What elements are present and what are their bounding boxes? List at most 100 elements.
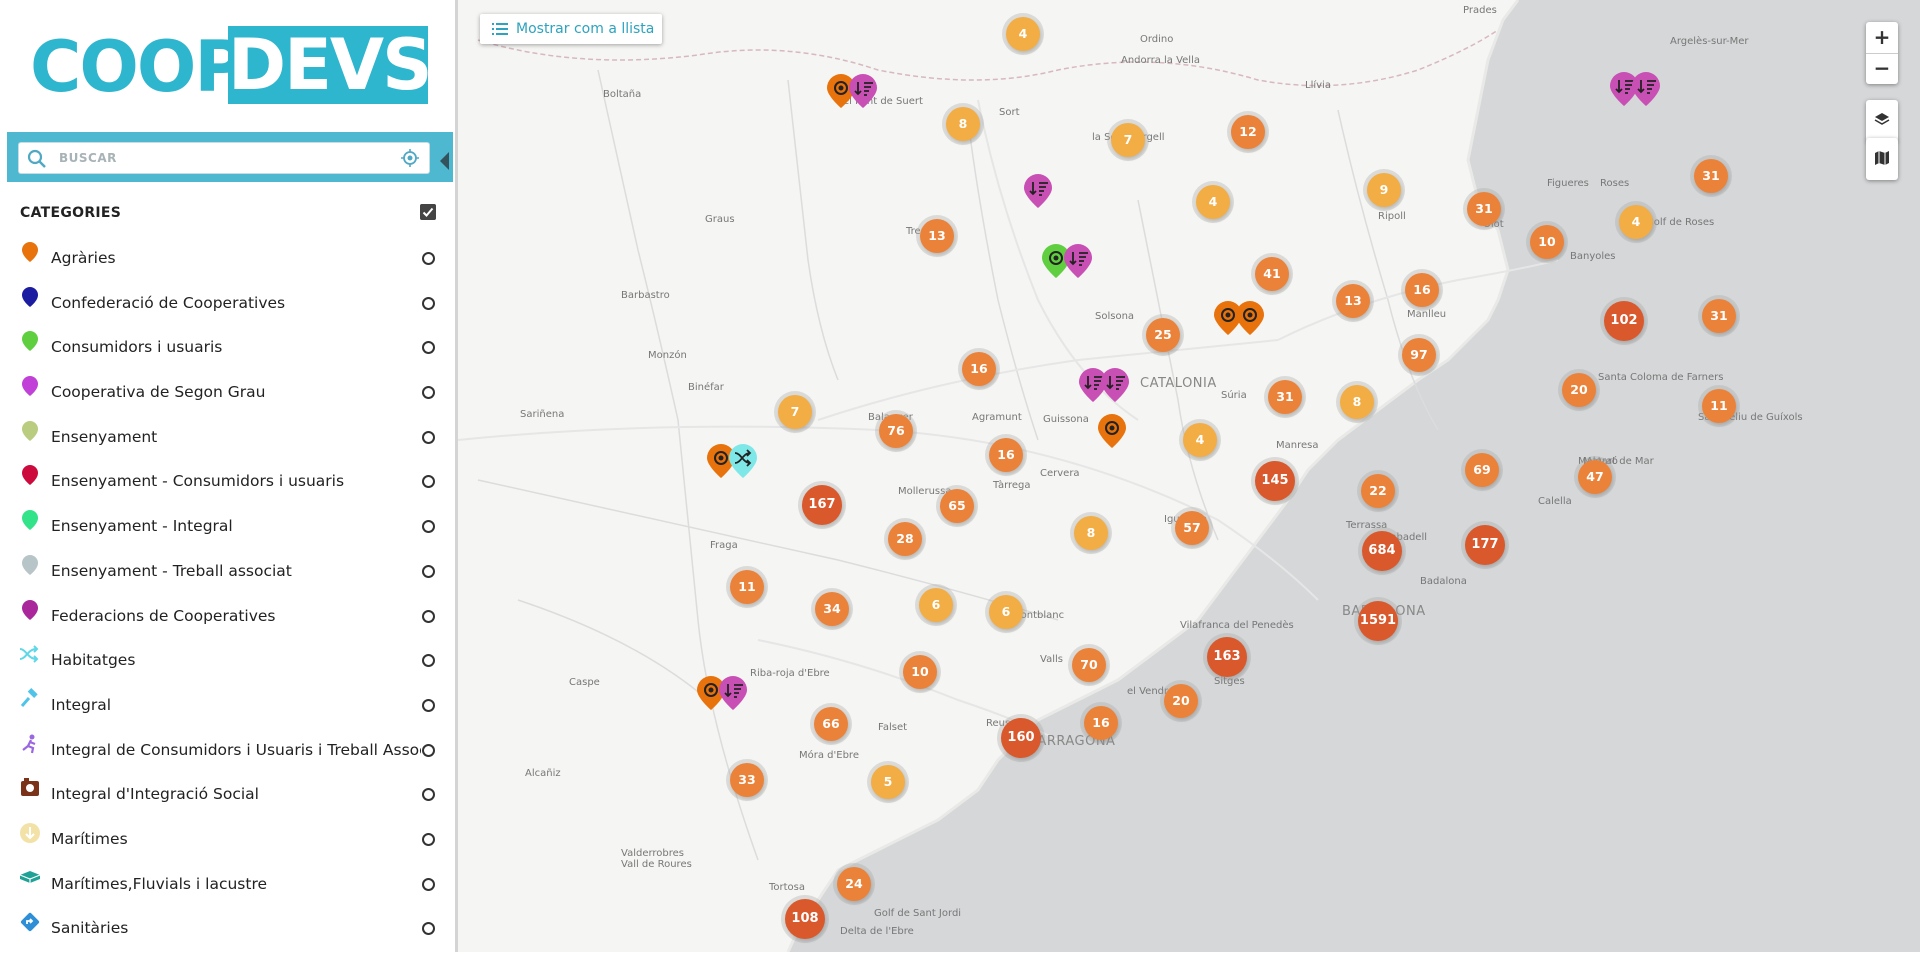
cluster-marker[interactable]: 47	[1578, 460, 1612, 494]
cluster-marker[interactable]: 16	[1084, 706, 1118, 740]
category-radio[interactable]	[422, 609, 435, 623]
basemap-button[interactable]	[1866, 138, 1898, 180]
cluster-marker[interactable]: 31	[1467, 192, 1501, 226]
cluster-marker[interactable]: 163	[1207, 637, 1247, 677]
cluster-marker[interactable]: 11	[730, 570, 764, 604]
category-radio[interactable]	[422, 877, 435, 891]
search-input[interactable]	[59, 143, 379, 173]
category-item[interactable]: Confederació de Cooperatives	[0, 283, 455, 328]
pin-group-marker[interactable]	[1077, 364, 1137, 404]
category-radio[interactable]	[422, 698, 435, 712]
show-as-list-button[interactable]: Mostrar com a llista	[480, 14, 662, 44]
category-radio[interactable]	[422, 832, 435, 846]
cluster-marker[interactable]: 4	[1196, 185, 1230, 219]
cluster-marker[interactable]: 22	[1361, 474, 1395, 508]
cluster-marker[interactable]: 7	[778, 395, 812, 429]
category-item[interactable]: Integral de Consumidors i Usuaris i Treb…	[0, 730, 455, 775]
cluster-marker[interactable]: 7	[1111, 123, 1145, 157]
cluster-marker[interactable]: 33	[730, 763, 764, 797]
cluster-marker[interactable]: 41	[1255, 257, 1289, 291]
pin-group-marker[interactable]	[1608, 68, 1668, 108]
category-radio[interactable]	[422, 743, 435, 757]
category-item[interactable]: Marítimes	[0, 819, 455, 864]
cluster-marker[interactable]: 1591	[1358, 601, 1398, 641]
cluster-marker[interactable]: 34	[815, 592, 849, 626]
cluster-marker[interactable]: 13	[920, 219, 954, 253]
pin-marker[interactable]	[1021, 170, 1055, 210]
cluster-marker[interactable]: 57	[1175, 511, 1209, 545]
cluster-marker[interactable]: 4	[1183, 423, 1217, 457]
cluster-marker[interactable]: 16	[962, 352, 996, 386]
category-radio[interactable]	[422, 341, 435, 355]
cluster-marker[interactable]: 20	[1164, 684, 1198, 718]
cluster-marker[interactable]: 16	[1405, 273, 1439, 307]
category-radio[interactable]	[422, 296, 435, 310]
cluster-marker[interactable]: 10	[1530, 225, 1564, 259]
cluster-marker[interactable]: 24	[837, 867, 871, 901]
category-item[interactable]: Federacions de Cooperatives	[0, 596, 455, 641]
category-item[interactable]: Integral	[0, 685, 455, 730]
cluster-marker[interactable]: 108	[785, 899, 825, 939]
cluster-marker[interactable]: 28	[888, 522, 922, 556]
cluster-marker[interactable]: 31	[1694, 159, 1728, 193]
map-canvas[interactable]: Prades Ordino Andorra la Vella Argelès-s…	[458, 0, 1920, 952]
cluster-marker[interactable]: 8	[1074, 516, 1108, 550]
layers-button[interactable]	[1866, 100, 1898, 142]
category-radio[interactable]	[422, 430, 435, 444]
cluster-marker[interactable]: 6	[989, 595, 1023, 629]
pin-group-marker[interactable]	[825, 70, 885, 110]
cluster-marker[interactable]: 8	[1340, 385, 1374, 419]
category-radio[interactable]	[422, 654, 435, 668]
category-radio[interactable]	[422, 520, 435, 534]
category-item[interactable]: Consumidors i usuaris	[0, 327, 455, 372]
cluster-marker[interactable]: 11	[1702, 389, 1736, 423]
cluster-marker[interactable]: 9	[1367, 173, 1401, 207]
zoom-in-button[interactable]: +	[1866, 22, 1898, 54]
category-item[interactable]: Agràries	[0, 238, 455, 283]
cluster-marker[interactable]: 10	[903, 655, 937, 689]
pin-group-marker[interactable]	[1040, 240, 1100, 280]
category-item[interactable]: Ensenyament - Consumidors i usuaris	[0, 461, 455, 506]
cluster-marker[interactable]: 25	[1146, 318, 1180, 352]
category-item[interactable]: Ensenyament - Integral	[0, 506, 455, 551]
category-item[interactable]: Marítimes,Fluvials i lacustre	[0, 864, 455, 909]
cluster-marker[interactable]: 69	[1465, 453, 1499, 487]
cluster-marker[interactable]: 684	[1362, 531, 1402, 571]
cluster-marker[interactable]: 31	[1268, 380, 1302, 414]
category-item[interactable]: Integral d'Integració Social	[0, 774, 455, 819]
category-radio[interactable]	[422, 788, 435, 802]
cluster-marker[interactable]: 31	[1702, 299, 1736, 333]
cluster-marker[interactable]: 145	[1255, 461, 1295, 501]
cluster-marker[interactable]: 8	[946, 107, 980, 141]
select-all-checkbox[interactable]	[420, 204, 436, 220]
pin-group-marker[interactable]	[1212, 297, 1272, 337]
category-radio[interactable]	[422, 564, 435, 578]
category-item[interactable]: Cooperativa de Segon Grau	[0, 372, 455, 417]
pin-marker[interactable]	[1095, 410, 1129, 450]
cluster-marker[interactable]: 76	[879, 414, 913, 448]
category-radio[interactable]	[422, 386, 435, 400]
cluster-marker[interactable]: 70	[1072, 648, 1106, 682]
cluster-marker[interactable]: 13	[1336, 284, 1370, 318]
locate-icon[interactable]	[401, 149, 419, 167]
cluster-marker[interactable]: 102	[1604, 301, 1644, 341]
cluster-marker[interactable]: 167	[802, 485, 842, 525]
pin-group-marker[interactable]	[705, 440, 765, 480]
category-item[interactable]: Sanitàries	[0, 908, 455, 953]
cluster-marker[interactable]: 5	[871, 765, 905, 799]
cluster-marker[interactable]: 6	[919, 588, 953, 622]
cluster-marker[interactable]: 4	[1006, 17, 1040, 51]
cluster-marker[interactable]: 16	[989, 438, 1023, 472]
cluster-marker[interactable]: 20	[1562, 373, 1596, 407]
cluster-marker[interactable]: 177	[1465, 525, 1505, 565]
category-radio[interactable]	[422, 922, 435, 936]
cluster-marker[interactable]: 65	[940, 489, 974, 523]
cluster-marker[interactable]: 97	[1402, 338, 1436, 372]
category-item[interactable]: Ensenyament	[0, 417, 455, 462]
cluster-marker[interactable]: 66	[814, 707, 848, 741]
pin-group-marker[interactable]	[695, 672, 755, 712]
zoom-out-button[interactable]: −	[1873, 56, 1891, 80]
cluster-marker[interactable]: 160	[1001, 718, 1041, 758]
category-radio[interactable]	[422, 475, 435, 489]
category-radio[interactable]	[422, 252, 435, 265]
